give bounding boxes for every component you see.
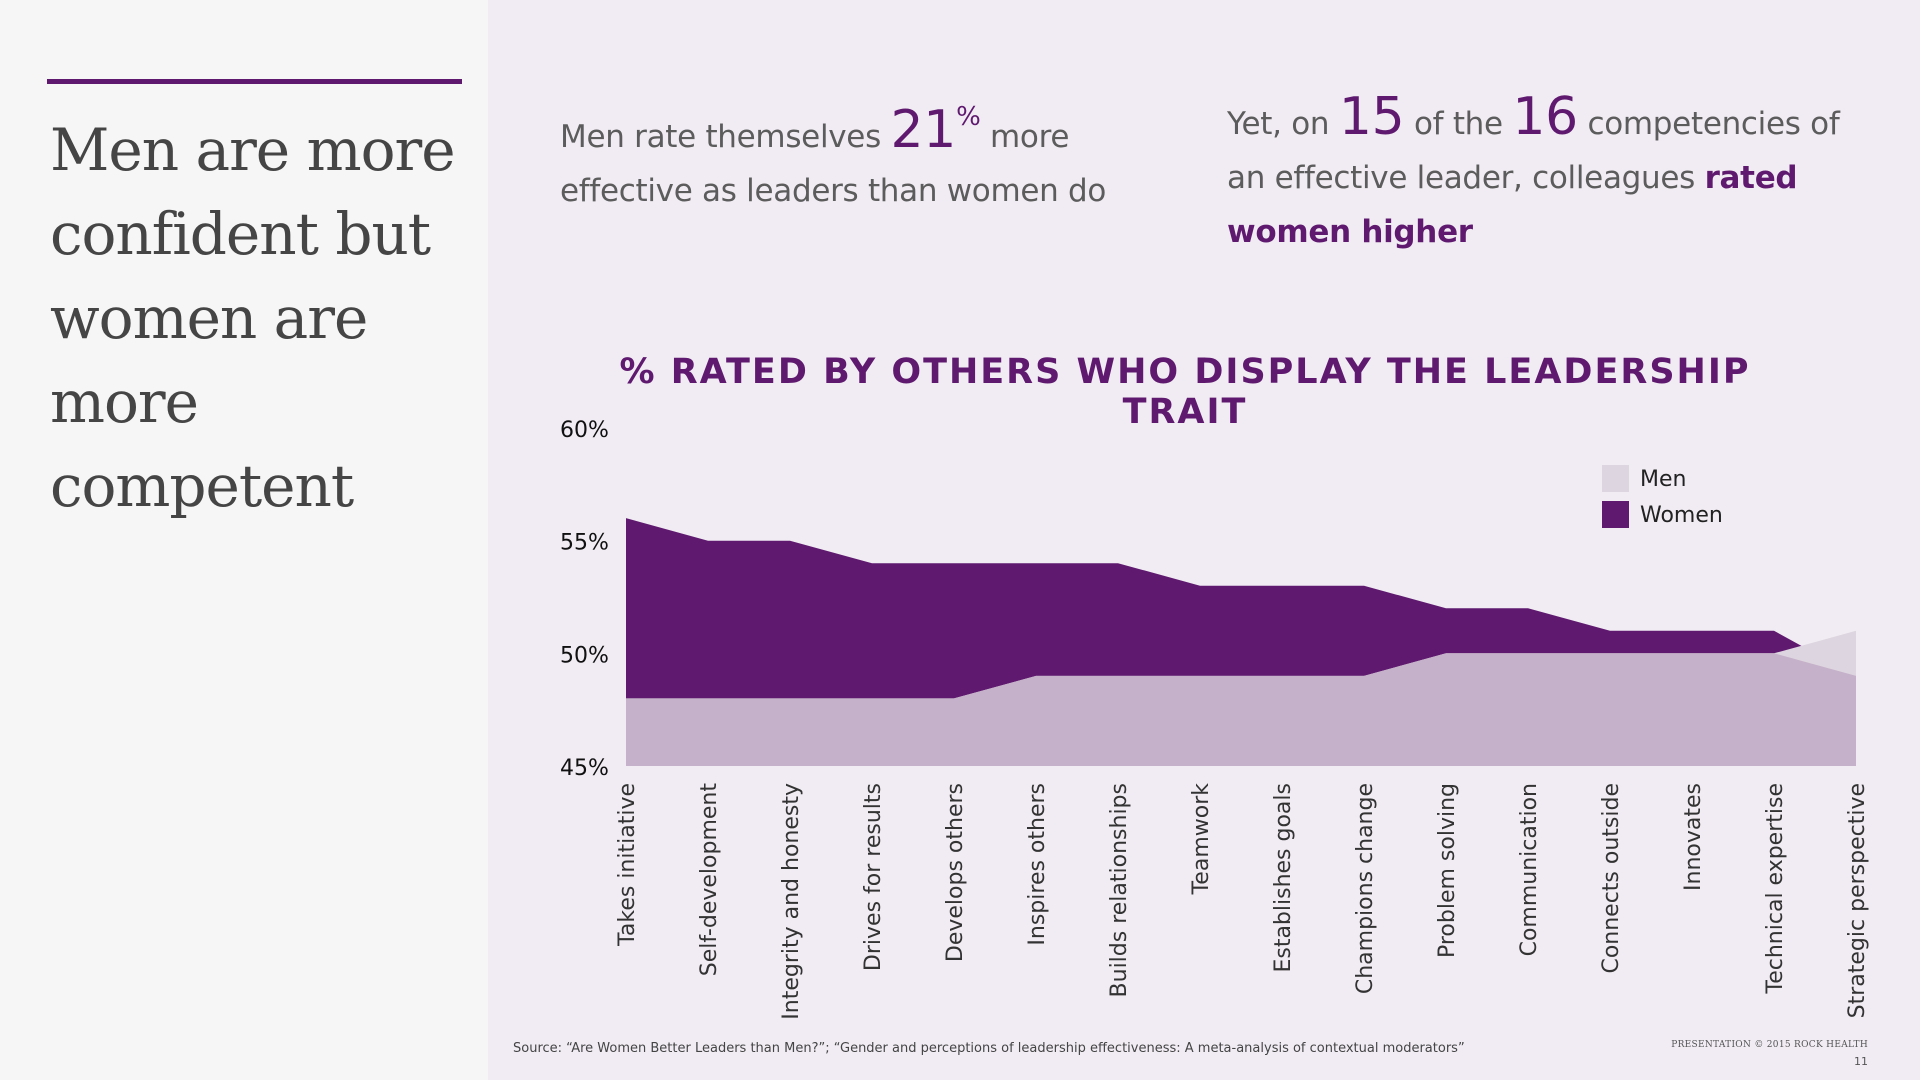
y-tick-label: 55%: [560, 531, 609, 556]
stat-right-number-1: 15: [1338, 87, 1405, 147]
x-tick-label: Teamwork: [1189, 783, 1214, 896]
stat-right-number-2: 16: [1512, 87, 1578, 147]
x-tick-label: Establishes goals: [1271, 783, 1296, 973]
stat-men-confidence: Men rate themselves 21% more effective a…: [560, 90, 1120, 218]
x-tick-label: Drives for results: [861, 783, 886, 971]
stat-right-highlight: rated women higher: [1227, 160, 1798, 250]
overlap-area: [626, 653, 1856, 766]
headline: Men are more confident but women are mor…: [50, 116, 456, 520]
y-tick-label: 45%: [560, 756, 609, 781]
title-rule: [47, 79, 462, 84]
x-tick-label: Champions change: [1353, 783, 1378, 994]
footer-brand: PRESENTATION © 2015 ROCK HEALTH: [1671, 1040, 1868, 1050]
legend-swatch-women: [1602, 501, 1629, 528]
y-tick-label: 50%: [560, 643, 609, 668]
stat-left-percent: %: [956, 102, 981, 132]
stat-left-number: 21: [890, 100, 957, 160]
x-tick-label: Integrity and honesty: [779, 783, 804, 1020]
x-tick-label: Develops others: [943, 783, 968, 962]
x-tick-label: Innovates: [1681, 783, 1706, 891]
legend-label-women: Women: [1640, 503, 1723, 528]
stat-left-prefix: Men rate themselves: [560, 119, 881, 155]
source-note: Source: “Are Women Better Leaders than M…: [513, 1041, 1465, 1056]
chart-title: % RATED BY OTHERS WHO DISPLAY THE LEADER…: [619, 352, 1751, 432]
legend-label-men: Men: [1640, 467, 1686, 492]
y-tick-label: 60%: [560, 418, 609, 443]
page-number: 11: [1854, 1055, 1868, 1068]
stat-right-middle: of the: [1413, 106, 1503, 142]
legend-swatch-men: [1602, 465, 1629, 492]
stat-women-competence: Yet, on 15 of the 16 competencies of an …: [1227, 90, 1867, 259]
stat-right-suffix: competencies of an effective leader, col…: [1227, 106, 1840, 196]
x-tick-label: Takes initiative: [615, 783, 640, 947]
x-tick-label: Strategic perspective: [1845, 783, 1870, 1018]
left-panel: Men are more confident but women are mor…: [0, 0, 488, 1080]
x-tick-label: Problem solving: [1435, 783, 1460, 958]
x-tick-label: Self-development: [697, 783, 722, 977]
stat-right-prefix: Yet, on: [1227, 106, 1330, 142]
x-tick-label: Inspires others: [1025, 783, 1050, 946]
x-tick-label: Connects outside: [1599, 783, 1624, 974]
x-tick-label: Communication: [1517, 783, 1542, 956]
x-tick-label: Builds relationships: [1107, 783, 1132, 997]
stat-left-suffix: more effective as leaders than women do: [560, 119, 1107, 209]
x-tick-label: Technical expertise: [1763, 783, 1788, 994]
